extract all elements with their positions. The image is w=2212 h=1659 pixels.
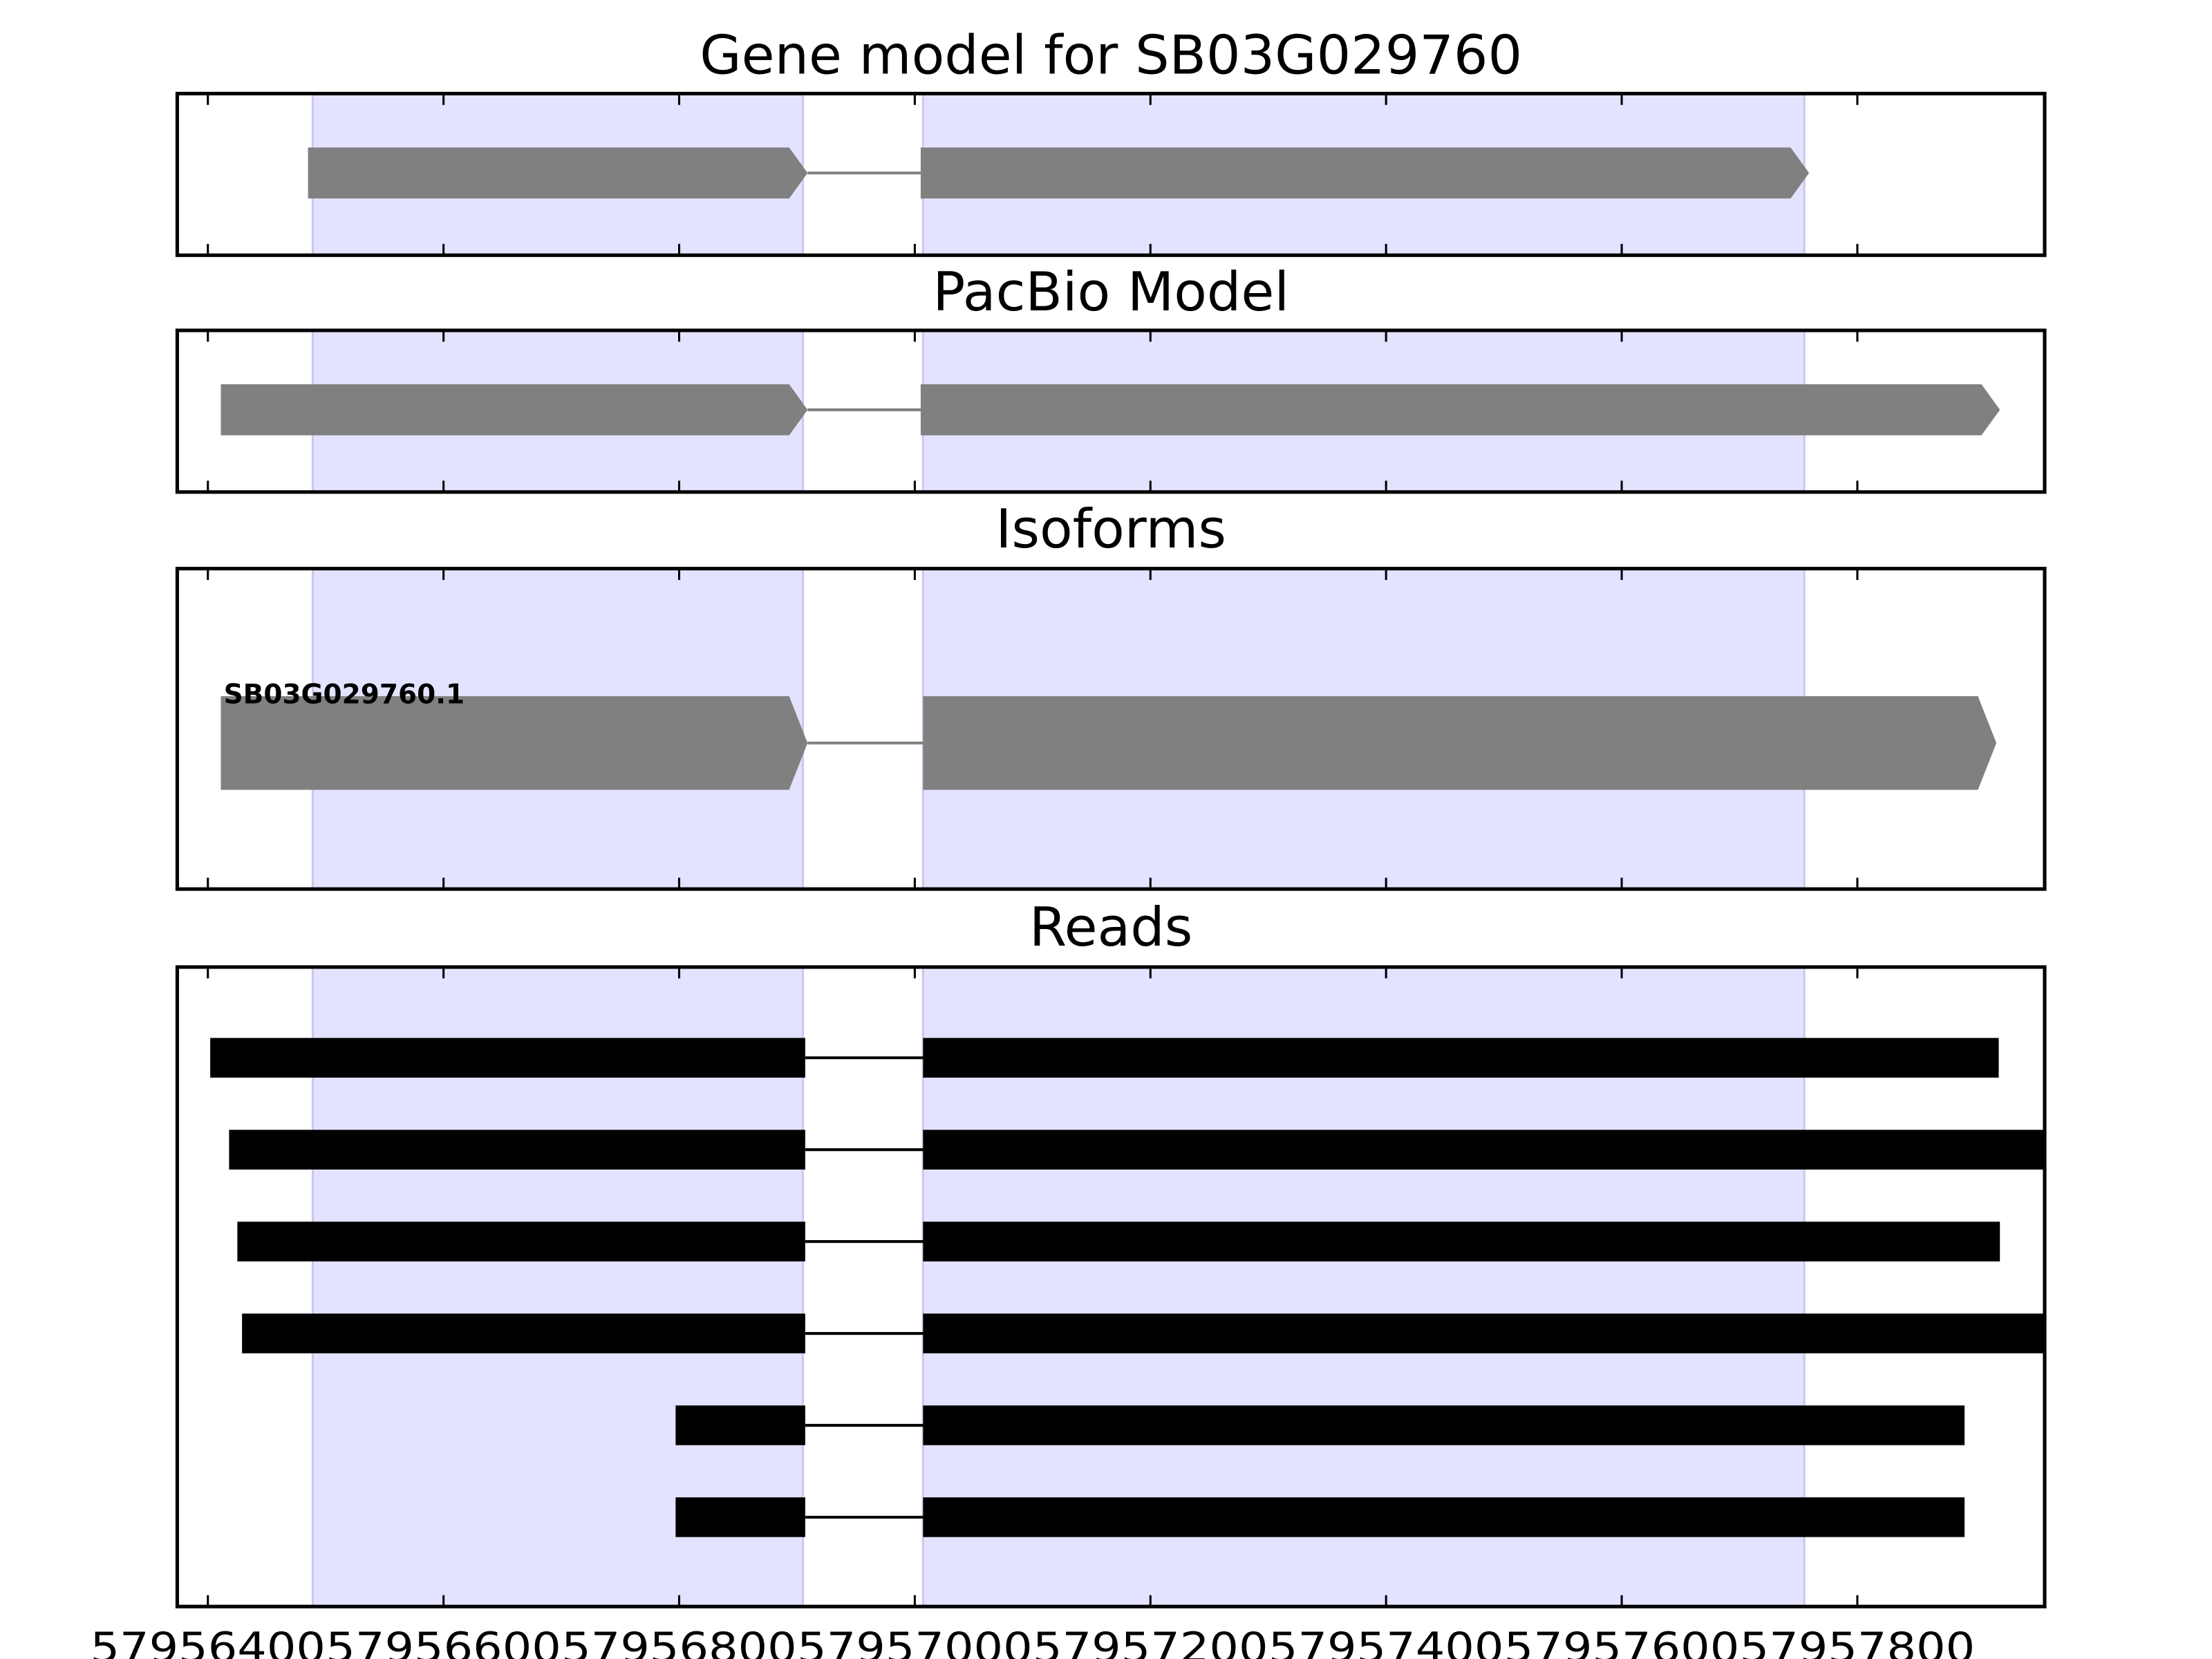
read-block <box>923 1405 1965 1445</box>
read-block <box>923 1130 2045 1170</box>
read-block <box>237 1221 805 1262</box>
panel-frame <box>175 328 2047 494</box>
panel-frame <box>175 91 2047 257</box>
panel-frame <box>175 567 2047 891</box>
panel-title: Isoforms <box>995 498 1226 561</box>
panel-model: PacBio Model <box>175 261 2047 494</box>
read-block <box>675 1497 805 1537</box>
read-block <box>923 1038 1999 1078</box>
x-tick-label: 57956400 <box>90 1624 326 1659</box>
read-block <box>675 1405 805 1445</box>
exon-arrow <box>308 147 808 199</box>
panel-reads: Reads <box>175 897 2047 1609</box>
read-block <box>923 1497 1965 1537</box>
x-tick-label: 57957000 <box>797 1624 1033 1659</box>
read-block <box>923 1221 2000 1262</box>
panel-plot-area <box>308 93 1810 256</box>
x-tick-label: 57957600 <box>1504 1624 1740 1659</box>
exon-arrow <box>923 696 1997 790</box>
read-block <box>923 1313 2045 1353</box>
read-block <box>229 1130 805 1170</box>
read-block <box>242 1313 805 1353</box>
x-tick-label: 57956600 <box>326 1624 561 1659</box>
x-tick-label: 57957200 <box>1033 1624 1268 1659</box>
panel-model: Gene model for SB03G029760 <box>175 25 2047 257</box>
x-tick-label: 57956800 <box>561 1624 797 1659</box>
exon-arrow <box>221 696 808 790</box>
panel-title: Reads <box>1029 897 1192 959</box>
x-tick-label: 57957800 <box>1740 1624 1976 1659</box>
panel-frame <box>175 965 2047 1609</box>
read-block <box>210 1038 805 1078</box>
panel-plot-area: SB03G029760.1 <box>221 568 1997 890</box>
exon-arrow <box>920 147 1810 199</box>
x-tick-label: 57957400 <box>1268 1624 1504 1659</box>
exon-arrow <box>221 384 808 435</box>
panel-plot-area <box>221 330 2000 492</box>
panel-title: Gene model for SB03G029760 <box>700 25 1522 87</box>
exon-arrow <box>920 384 2000 435</box>
panel-isoform: Isoforms SB03G029760.1 <box>175 498 2047 891</box>
isoform-label: SB03G029760.1 <box>224 679 465 710</box>
panel-title: PacBio Model <box>932 261 1289 324</box>
panel-plot-area <box>210 966 2045 1607</box>
